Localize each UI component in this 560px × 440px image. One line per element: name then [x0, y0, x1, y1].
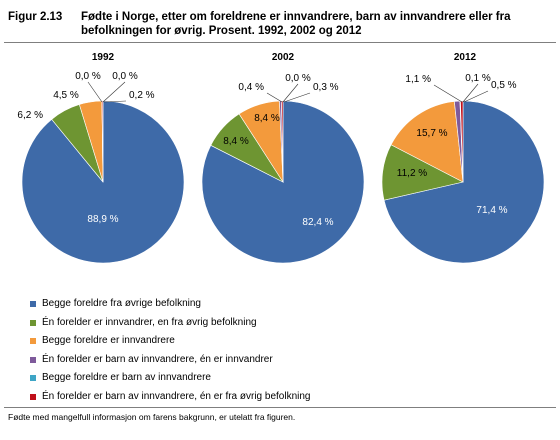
legend-swatch-barn-ovrig [30, 393, 36, 400]
legend-item-begge-ovrige: Begge foreldre fra øvrige befolkning [30, 295, 530, 314]
value-label-begge-barn: 0,0 % [112, 71, 138, 82]
legend-item-en-innvandrer: Én forelder er innvandrer, en fra øvrig … [30, 314, 530, 333]
value-label-en-innvandrer: 8,4 % [223, 136, 249, 147]
legend-swatch-begge-barn [30, 375, 36, 381]
value-label-begge-innvandrere: 4,5 % [53, 90, 79, 101]
value-label-barn-ovrig: 0,2 % [129, 90, 155, 101]
figure-title: Fødte i Norge, etter om foreldrene er in… [81, 11, 511, 37]
figure-number: Figur 2.13 [8, 11, 63, 23]
legend-label-barn-ovrig: Én forelder er barn av innvandrere, én e… [42, 390, 311, 402]
value-label-begge-innvandrere: 8,4 % [254, 113, 280, 124]
footnote: Fødte med mangelfull informasjon om fare… [8, 412, 296, 422]
value-label-begge-ovrige: 71,4 % [476, 205, 507, 216]
slice-barn-ovrig [101, 100, 104, 183]
value-label-barn-ovrig: 0,5 % [491, 80, 517, 91]
legend-item-barn-ovrig: Én forelder er barn av innvandrere, én e… [30, 388, 530, 407]
pie-1992: 88,9 % 6,2 % 4,5 % 0,0 % 0,0 % 0,2 % [17, 71, 185, 264]
legend-label-begge-barn: Begge foreldre er barn av innvandrere [42, 372, 211, 383]
leader-line-barn-ovrig [283, 92, 311, 103]
legend-swatch-begge-ovrige [30, 301, 36, 307]
leader-line-begge-barn [282, 83, 299, 103]
slice-begge-ovrige [383, 100, 545, 264]
slice-begge-innvandrere [390, 101, 464, 183]
legend-label-barn-innvandrer: Én forelder er barn av innvandrere, én e… [42, 353, 273, 365]
pie-charts: 88,9 % 6,2 % 4,5 % 0,0 % 0,0 % 0,2 % 82,4 % 8,4… [17, 71, 545, 264]
legend-swatch-en-innvandrer [30, 319, 36, 326]
value-label-begge-barn: 0,1 % [465, 73, 491, 84]
leader-line-begge-barn [462, 83, 479, 103]
pie-2012: 71,4 % 11,2 % 15,7 % 1,1 % 0,1 %0,5 % [381, 73, 545, 264]
leader-line-barn-innvandrer [266, 92, 283, 103]
leader-line-barn-ovrig [103, 100, 127, 103]
value-label-en-innvandrer: 11,2 % [397, 168, 427, 179]
pie-2002: 82,4 % 8,4 % 8,4 % 0,4 % 0,0 %0,3 % [201, 73, 365, 264]
value-label-barn-innvandrer: 0,0 % [75, 71, 101, 82]
bottom-rule [4, 407, 556, 408]
legend: Begge foreldre fra øvrige befolkning Én f… [30, 295, 530, 406]
value-label-en-innvandrer: 6,2 % [17, 110, 43, 121]
leader-line-begge-barn [102, 81, 126, 103]
leader-line-barn-innvandrer [87, 81, 103, 103]
value-label-begge-ovrige: 88,9 % [87, 214, 118, 225]
chart-title-2012: 2012 [453, 52, 477, 63]
value-label-barn-innvandrer: 1,1 % [405, 74, 431, 85]
legend-label-begge-ovrige: Begge foreldre fra øvrige befolkning [42, 298, 201, 309]
legend-item-begge-barn: Begge foreldre er barn av innvandrere [30, 369, 530, 388]
legend-swatch-begge-innvandrere [30, 338, 36, 344]
top-rule [4, 42, 556, 43]
value-label-barn-innvandrer: 0,4 % [238, 82, 264, 93]
legend-swatch-barn-innvandrer [30, 356, 36, 363]
chart-title-2002: 2002 [271, 52, 295, 63]
slice-barn-ovrig [281, 100, 284, 183]
value-label-begge-innvandrere: 15,7 % [416, 128, 447, 139]
value-label-barn-ovrig: 0,3 % [313, 82, 339, 93]
legend-item-begge-innvandrere: Begge foreldre er innvandrere [30, 332, 530, 351]
chart-title-1992: 1992 [91, 52, 115, 63]
legend-label-en-innvandrer: Én forelder er innvandrer, en fra øvrig … [42, 316, 257, 328]
legend-label-begge-innvandrere: Begge foreldre er innvandrere [42, 335, 175, 346]
value-label-begge-ovrige: 82,4 % [302, 217, 333, 228]
leader-line-barn-innvandrer [433, 84, 463, 103]
value-label-begge-barn: 0,0 % [285, 73, 311, 84]
legend-item-barn-innvandrer: Én forelder er barn av innvandrere, én e… [30, 351, 530, 370]
leader-line-barn-ovrig [463, 90, 489, 103]
